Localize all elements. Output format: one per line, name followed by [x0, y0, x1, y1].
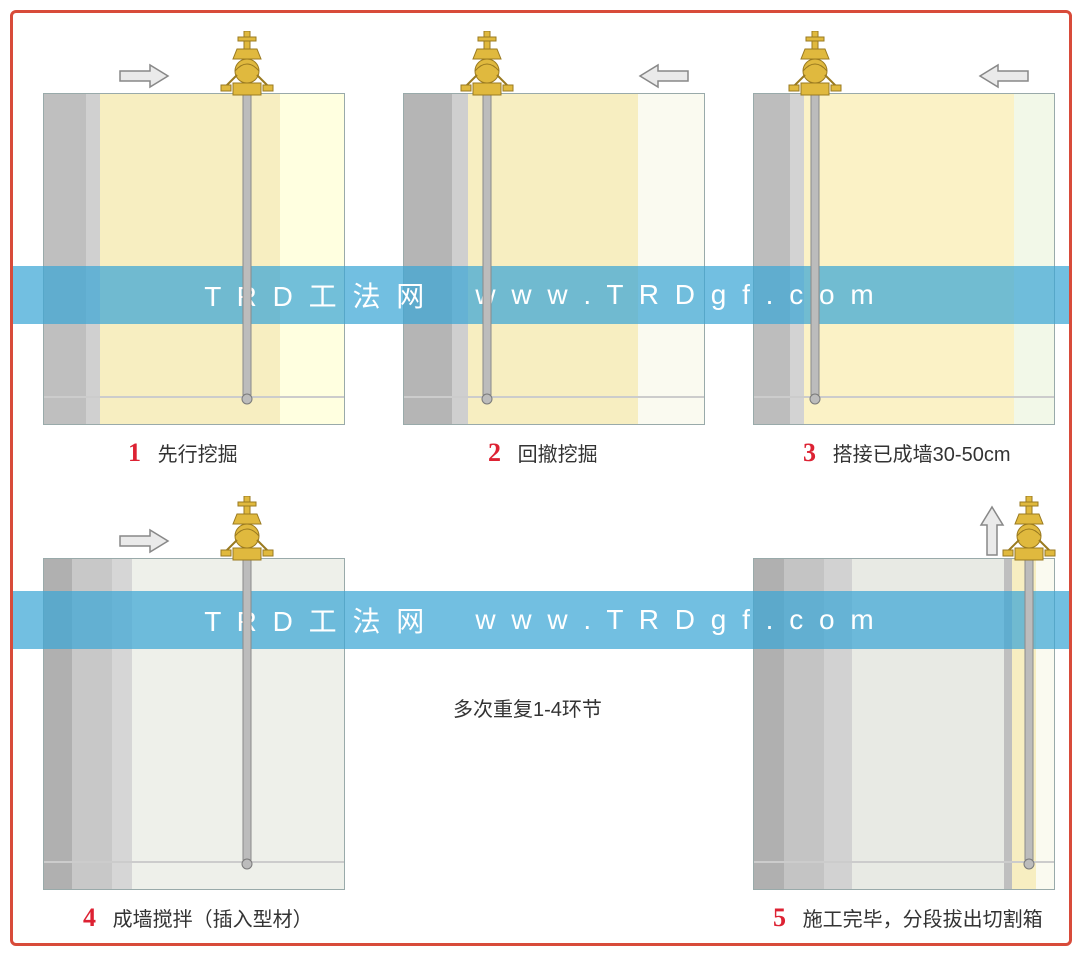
watermark-right: w w w . T R D g f . c o m	[475, 604, 877, 636]
arrow-up-icon	[979, 505, 1005, 557]
rig-icon-3	[787, 31, 843, 411]
step-text: 回撤挖掘	[518, 444, 598, 466]
watermark-band-1: T R D 工 法 网 w w w . T R D g f . c o m	[13, 266, 1069, 324]
step-text: 搭接已成墙30-50cm	[833, 444, 1011, 466]
step-number: 5	[773, 903, 786, 932]
step-number: 1	[128, 438, 141, 467]
rig-icon-5	[1001, 496, 1057, 876]
step-number: 4	[83, 903, 96, 932]
caption-5: 5 施工完毕，分段拔出切割箱	[773, 903, 1043, 933]
watermark-band-2: T R D 工 法 网 w w w . T R D g f . c o m	[13, 591, 1069, 649]
arrow-left-icon	[638, 63, 690, 89]
step-text: 先行挖掘	[158, 444, 238, 466]
step-text: 施工完毕，分段拔出切割箱	[803, 909, 1043, 931]
diagram-frame: T R D 工 法 网 w w w . T R D g f . c o m T …	[10, 10, 1072, 946]
caption-3: 3 搭接已成墙30-50cm	[803, 438, 1010, 468]
caption-2: 2 回撤挖掘	[488, 438, 598, 468]
step-number: 3	[803, 438, 816, 467]
step-text: 成墙搅拌（插入型材）	[113, 909, 313, 931]
panel-1	[43, 93, 345, 425]
caption-1: 1 先行挖掘	[128, 438, 238, 468]
panel-2	[403, 93, 705, 425]
arrow-right-icon	[118, 528, 170, 554]
rig-icon-4	[219, 496, 275, 876]
rig-icon-2	[459, 31, 515, 411]
arrow-left-icon	[978, 63, 1030, 89]
caption-4: 4 成墙搅拌（插入型材）	[83, 903, 313, 933]
repeat-note: 多次重复1-4环节	[453, 693, 602, 722]
rig-icon-1	[219, 31, 275, 411]
step-number: 2	[488, 438, 501, 467]
arrow-right-icon	[118, 63, 170, 89]
